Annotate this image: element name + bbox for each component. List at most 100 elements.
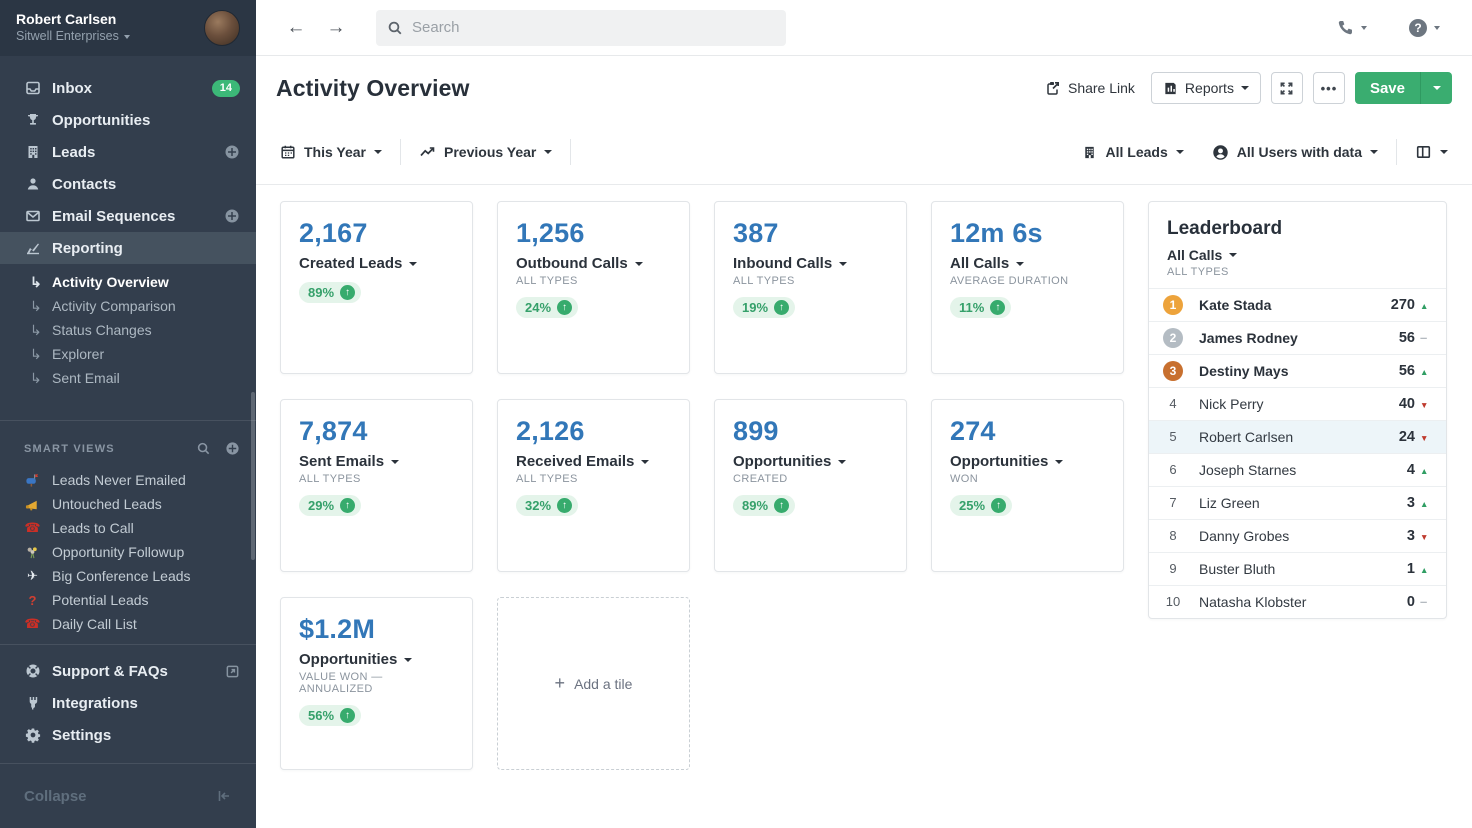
metric-dropdown[interactable]: Opportunities: [733, 453, 888, 470]
sidebar-divider: [0, 644, 256, 645]
avatar[interactable]: [204, 10, 240, 46]
user-menu[interactable]: Robert Carlsen Sitwell Enterprises: [0, 0, 256, 56]
smart-view-daily-call-list[interactable]: ☎ Daily Call List: [0, 612, 256, 636]
divider: [570, 139, 571, 165]
leaderboard-name: Joseph Starnes: [1199, 462, 1296, 478]
arrow-up-icon: ↑: [340, 708, 355, 723]
metric-tile: 12m 6s All Calls AVERAGE DURATION 11% ↑: [931, 201, 1124, 374]
add-sequence-icon[interactable]: [224, 208, 240, 224]
chevron-down-icon: [635, 262, 643, 266]
metric-dropdown[interactable]: Outbound Calls: [516, 255, 671, 272]
arrow-up-icon: ↑: [340, 285, 355, 300]
save-button[interactable]: Save: [1355, 72, 1420, 104]
sidebar-item-integrations[interactable]: Integrations: [0, 687, 256, 719]
leaderboard-row: 10 Natasha Klobster 0: [1149, 585, 1446, 618]
metric-tile: 2,167 Created Leads 89% ↑: [280, 201, 473, 374]
sub-arrow-icon: ↳: [30, 346, 44, 363]
sidebar-item-opportunities[interactable]: Opportunities: [0, 104, 256, 136]
sidebar-item-label: Opportunities: [52, 112, 150, 129]
dashboard-content: 2,167 Created Leads 89% ↑ 1,256: [256, 185, 1472, 828]
leaderboard-name: Buster Bluth: [1199, 561, 1275, 577]
share-link-button[interactable]: Share Link: [1039, 72, 1141, 104]
subnav-explorer[interactable]: ↳Explorer: [0, 342, 256, 366]
metric-subtitle: ALL TYPES: [516, 275, 671, 287]
help-menu[interactable]: ?: [1405, 15, 1444, 41]
subnav-status-changes[interactable]: ↳Status Changes: [0, 318, 256, 342]
sub-arrow-icon: ↳: [30, 322, 44, 339]
users-filter-dropdown[interactable]: All Users with data: [1208, 144, 1382, 161]
smart-view-leads-never-emailed[interactable]: Leads Never Emailed: [0, 468, 256, 492]
sidebar-item-label: Support & FAQs: [52, 663, 168, 680]
leaderboard-row: 5 Robert Carlsen 24: [1149, 420, 1446, 453]
sidebar-item-leads[interactable]: Leads: [0, 136, 256, 168]
add-lead-icon[interactable]: [224, 144, 240, 160]
chevron-down-icon: [1229, 253, 1237, 257]
fullscreen-button[interactable]: [1271, 72, 1303, 104]
leaderboard-metric-dropdown[interactable]: All Calls: [1167, 247, 1428, 263]
question-mark-icon: ?: [24, 593, 41, 608]
metric-subtitle: WON: [950, 473, 1105, 485]
metric-dropdown[interactable]: All Calls: [950, 255, 1105, 272]
user-circle-icon: [1212, 144, 1229, 161]
collapse-sidebar-button[interactable]: Collapse: [0, 764, 256, 828]
collapse-icon: [216, 788, 232, 804]
trend-icon: [1420, 429, 1433, 445]
layout-columns-dropdown[interactable]: [1411, 144, 1452, 160]
chevron-down-icon: [1370, 150, 1378, 154]
share-link-icon: [1045, 80, 1061, 96]
leaderboard-value: 24: [1399, 429, 1415, 445]
arrow-up-icon: ↑: [557, 300, 572, 315]
add-tile-button[interactable]: +Add a tile: [497, 597, 690, 770]
search-smart-views-icon[interactable]: [196, 441, 211, 456]
forward-button[interactable]: →: [324, 17, 348, 39]
reporting-subnav: ↳Activity Overview ↳Activity Comparison …: [0, 264, 256, 390]
leaderboard-row: 8 Danny Grobes 3: [1149, 519, 1446, 552]
subnav-activity-comparison[interactable]: ↳Activity Comparison: [0, 294, 256, 318]
leaderboard-value: 270: [1391, 297, 1415, 313]
rank-badge: 4: [1163, 394, 1183, 414]
add-smart-view-icon[interactable]: [225, 441, 240, 456]
search-input[interactable]: [376, 10, 786, 46]
smart-view-untouched-leads[interactable]: Untouched Leads: [0, 492, 256, 516]
metric-value: 1,256: [516, 218, 671, 249]
leaderboard-name: Liz Green: [1199, 495, 1260, 511]
smart-view-big-conference-leads[interactable]: ✈ Big Conference Leads: [0, 564, 256, 588]
metric-dropdown[interactable]: Opportunities: [299, 651, 454, 668]
sidebar-item-settings[interactable]: Settings: [0, 719, 256, 751]
phone-menu[interactable]: [1332, 15, 1371, 41]
comparison-dropdown[interactable]: Previous Year: [415, 144, 556, 160]
smart-views-header: SMART VIEWS: [0, 441, 256, 456]
metric-dropdown[interactable]: Received Emails: [516, 453, 671, 470]
sidebar-item-email-sequences[interactable]: Email Sequences: [0, 200, 256, 232]
metric-dropdown[interactable]: Created Leads: [299, 255, 454, 272]
trophy-icon: [24, 112, 41, 128]
metric-dropdown[interactable]: Opportunities: [950, 453, 1105, 470]
more-actions-button[interactable]: •••: [1313, 72, 1345, 104]
leaderboard-rows: 1 Kate Stada 270 2 James Rodney 56: [1149, 288, 1446, 618]
life-ring-icon: [24, 663, 41, 679]
sidebar-item-inbox[interactable]: Inbox 14: [0, 72, 256, 104]
sub-arrow-icon: ↳: [30, 298, 44, 315]
metric-dropdown[interactable]: Sent Emails: [299, 453, 454, 470]
sidebar-item-support[interactable]: Support & FAQs: [0, 655, 256, 687]
sidebar-item-contacts[interactable]: Contacts: [0, 168, 256, 200]
subnav-activity-overview[interactable]: ↳Activity Overview: [0, 270, 256, 294]
chevron-down-icon: [1361, 26, 1367, 30]
leaderboard-row: 1 Kate Stada 270: [1149, 288, 1446, 321]
sidebar-item-label: Settings: [52, 727, 111, 744]
save-options-button[interactable]: [1420, 72, 1452, 104]
metric-value: 899: [733, 416, 888, 447]
smart-view-opportunity-followup[interactable]: Opportunity Followup: [0, 540, 256, 564]
trend-icon: [1420, 462, 1433, 478]
subnav-sent-email[interactable]: ↳Sent Email: [0, 366, 256, 390]
smart-view-potential-leads[interactable]: ? Potential Leads: [0, 588, 256, 612]
reports-dropdown[interactable]: Reports: [1151, 72, 1261, 104]
metric-dropdown[interactable]: Inbound Calls: [733, 255, 888, 272]
smart-view-leads-to-call[interactable]: ☎ Leads to Call: [0, 516, 256, 540]
date-range-dropdown[interactable]: This Year: [276, 144, 386, 160]
back-button[interactable]: ←: [284, 17, 308, 39]
sidebar-scrollbar[interactable]: [251, 392, 255, 560]
leads-filter-dropdown[interactable]: All Leads: [1078, 144, 1187, 160]
sidebar-item-reporting[interactable]: Reporting: [0, 232, 256, 264]
sidebar: Robert Carlsen Sitwell Enterprises Inbox…: [0, 0, 256, 828]
